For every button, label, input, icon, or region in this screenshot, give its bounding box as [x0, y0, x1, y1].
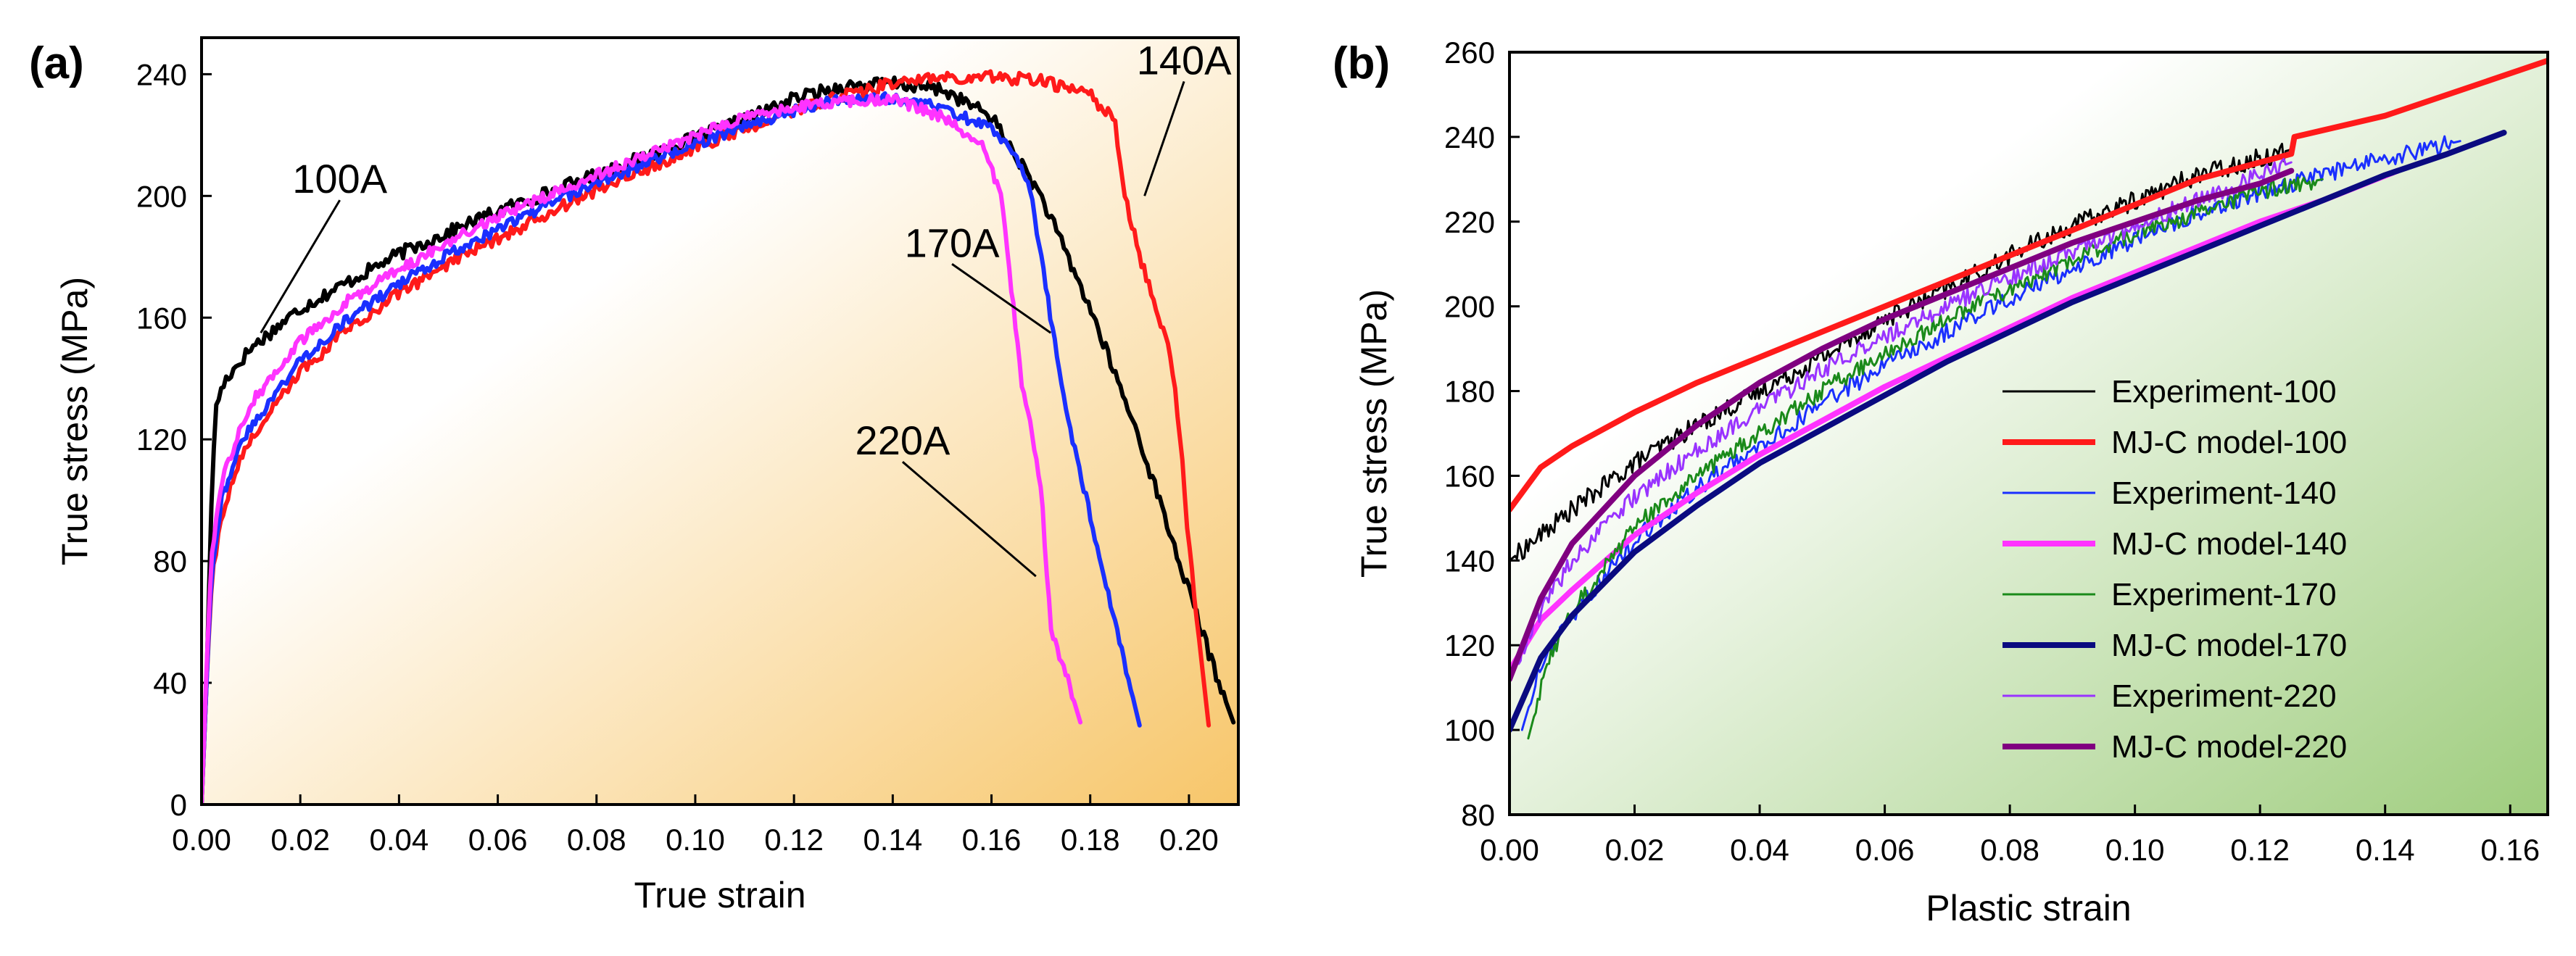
x-tick-label: 0.10 — [2105, 833, 2165, 867]
x-tick-label: 0.00 — [172, 823, 231, 857]
panel-b-series — [1509, 57, 2548, 740]
panel-b-frame — [1508, 51, 2549, 816]
annotation-label: 170A — [905, 220, 1000, 265]
y-tick-label: 140 — [1444, 544, 1495, 578]
annotation-leader-line — [260, 199, 341, 334]
x-tick-label: 0.08 — [1980, 833, 2039, 867]
panel-b-legend: Experiment-100 MJ-C model-100 Experiment-1… — [2003, 374, 2347, 765]
y-tick-label: 240 — [136, 57, 187, 91]
y-tick-label: 180 — [1444, 375, 1495, 409]
series-line-140a — [202, 69, 1212, 805]
legend-label: Experiment-100 — [2111, 374, 2337, 410]
panel-a: (a) 0.00 0.02 0.04 0.06 0.08 0.10 0.12 0.14 0.16… — [29, 36, 1240, 915]
x-tick-label: 0.16 — [962, 823, 1022, 857]
legend-label: MJ-C model-100 — [2111, 425, 2347, 460]
panel-b-y-axis-title: True stress (MPa) — [1354, 289, 1394, 578]
series-line-mj-c-model-220 — [1509, 167, 2295, 682]
panel-a-frame — [200, 36, 1240, 806]
annotation-label: 140A — [1137, 37, 1232, 83]
y-tick-label: 160 — [136, 301, 187, 335]
legend-label: Experiment-220 — [2111, 678, 2337, 714]
annotation-label: 100A — [292, 156, 387, 201]
y-tick-label: 40 — [153, 666, 187, 700]
x-tick-label: 0.02 — [270, 823, 330, 857]
annotation-label: 220A — [856, 417, 951, 463]
y-tick-label: 0 — [170, 788, 187, 822]
x-tick-label: 0.12 — [2230, 833, 2290, 867]
y-tick-label: 80 — [153, 544, 187, 578]
x-tick-label: 0.04 — [1730, 833, 1789, 867]
panel-b-label: (b) — [1333, 38, 1390, 88]
annotation-leader-line — [901, 461, 1037, 578]
y-tick-label: 200 — [1444, 290, 1495, 324]
x-tick-label: 0.14 — [2356, 833, 2415, 867]
y-tick-label: 240 — [1444, 120, 1495, 154]
legend-label: MJ-C model-220 — [2111, 729, 2347, 765]
series-line-experiment-170 — [1527, 176, 2324, 740]
x-tick-label: 0.14 — [863, 823, 922, 857]
legend-label: Experiment-170 — [2111, 577, 2337, 612]
panel-a-x-axis-title: True strain — [634, 875, 805, 915]
panel-b-plot-background — [1509, 52, 2548, 815]
x-tick-label: 0.04 — [370, 823, 429, 857]
y-tick-label: 120 — [1444, 628, 1495, 662]
series-line-220a — [202, 93, 1083, 805]
panel-b: (b) 0.00 0.02 0.04 0.06 0.08 0.10 0.12 0.14 0.16… — [1333, 36, 2549, 928]
y-tick-label: 120 — [136, 423, 187, 457]
y-tick-label: 260 — [1444, 36, 1495, 70]
panel-a-series — [202, 69, 1236, 805]
annotation-leader-line — [951, 263, 1052, 334]
panel-a-label: (a) — [29, 38, 84, 88]
panel-a-y-axis-title: True stress (MPa) — [54, 277, 95, 565]
y-tick-label: 160 — [1444, 459, 1495, 493]
series-line-mj-c-model-170 — [1509, 130, 2507, 733]
x-tick-label: 0.06 — [1855, 833, 1915, 867]
y-tick-label: 200 — [136, 179, 187, 213]
x-tick-label: 0.10 — [666, 823, 725, 857]
x-tick-label: 0.06 — [468, 823, 528, 857]
panel-b-ticks: 0.00 0.02 0.04 0.06 0.08 0.10 0.12 0.14 0.16 80 10… — [1444, 36, 2540, 867]
x-tick-label: 0.02 — [1605, 833, 1665, 867]
annotation-leader-line — [1143, 80, 1185, 196]
x-tick-label: 0.00 — [1480, 833, 1539, 867]
x-tick-label: 0.18 — [1061, 823, 1120, 857]
x-tick-label: 0.08 — [567, 823, 626, 857]
y-tick-label: 220 — [1444, 205, 1495, 239]
legend-label: MJ-C model-140 — [2111, 526, 2347, 562]
series-line-170a — [202, 91, 1142, 805]
x-tick-label: 0.12 — [764, 823, 824, 857]
y-tick-label: 80 — [1461, 798, 1495, 832]
series-line-mj-c-model-100 — [1509, 57, 2548, 513]
series-line-mj-c-model-140 — [1509, 167, 2401, 674]
y-tick-label: 100 — [1444, 713, 1495, 747]
panel-b-x-axis-title: Plastic strain — [1926, 888, 2131, 928]
panel-a-plot-background — [202, 38, 1238, 805]
legend-label: Experiment-140 — [2111, 475, 2337, 511]
x-tick-label: 0.16 — [2480, 833, 2540, 867]
x-tick-label: 0.20 — [1159, 823, 1219, 857]
legend-label: MJ-C model-170 — [2111, 628, 2347, 663]
panel-a-annotations: 100A 140A 170A 220A — [260, 37, 1232, 578]
panel-a-ticks: 0.00 0.02 0.04 0.06 0.08 0.10 0.12 0.14 0.16 0.18… — [136, 57, 1219, 857]
